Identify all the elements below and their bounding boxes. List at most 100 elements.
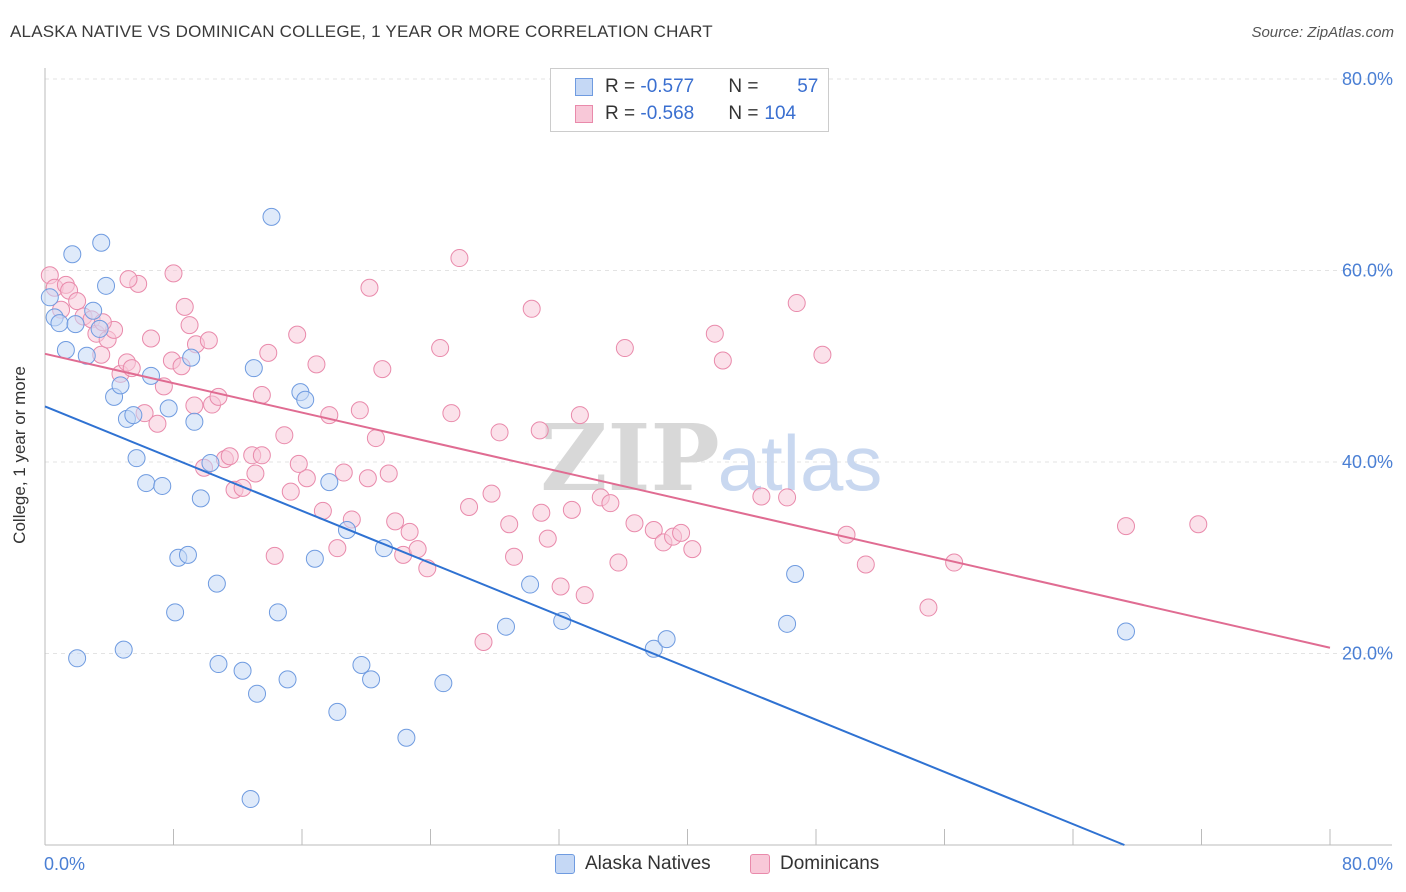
dominicans-point — [142, 329, 161, 348]
alaska-natives-point — [244, 359, 263, 378]
alaska-natives-point — [50, 314, 69, 333]
dominicans-point — [252, 385, 271, 404]
alaska-natives-point — [92, 233, 111, 252]
x-tick-label: 0.0% — [44, 854, 85, 874]
alaska-natives-point — [178, 545, 197, 564]
dominicans-point — [778, 488, 797, 507]
alaska-natives-point — [434, 674, 453, 693]
dominicans-point — [615, 339, 634, 358]
axes — [44, 68, 1392, 846]
alaska-natives-points — [40, 207, 1136, 809]
dominicans-point — [683, 540, 702, 559]
dominicans-point — [68, 292, 87, 311]
legend-n-value: 57 — [797, 76, 819, 97]
dominicans-point — [522, 299, 541, 318]
dominicans-point — [148, 414, 167, 433]
dominicans-point — [358, 469, 377, 488]
dominicans-point — [856, 555, 875, 574]
source-credit: Source: ZipAtlas.com — [1251, 24, 1394, 41]
dominicans-point — [713, 351, 732, 370]
dominicans-point — [259, 343, 278, 362]
alaska-natives-point — [496, 617, 515, 636]
legend-n-label: N = — [728, 76, 764, 97]
bottom-legend-label-dominican: Dominicans — [780, 853, 880, 874]
dominicans-point — [175, 297, 194, 316]
y-tick-label: 40.0% — [1342, 452, 1393, 472]
y-tick-label: 80.0% — [1342, 69, 1393, 89]
dominicans-point — [505, 547, 524, 566]
dominicans-point — [609, 553, 628, 572]
bottom-legend-swatch-pink — [750, 854, 770, 874]
alaska-natives-point — [97, 276, 116, 295]
alaska-natives-point — [233, 661, 252, 680]
bottom-legend-swatch-blue — [555, 854, 575, 874]
bottom-legend-label-alaska: Alaska Natives — [585, 853, 711, 874]
alaska-natives-point — [159, 399, 178, 418]
dominicans-point — [551, 577, 570, 596]
alaska-natives-point — [362, 670, 381, 689]
alaska-natives-point — [191, 489, 210, 508]
dominicans-point — [400, 522, 419, 541]
alaska-natives-point — [182, 348, 201, 367]
dominicans-point — [538, 529, 557, 548]
dominicans-point — [460, 498, 479, 517]
dominicans-point — [164, 264, 183, 283]
dominicans-point — [530, 421, 549, 440]
alaska-natives-point — [201, 453, 220, 472]
dominicans-point — [265, 546, 284, 565]
dominicans-point — [474, 633, 493, 652]
legend-swatch-blue — [575, 78, 593, 96]
watermark-zip: ZIP — [540, 404, 719, 512]
dominicans-point — [705, 324, 724, 343]
dominicans-point — [180, 316, 199, 335]
alaska-natives-point — [248, 684, 267, 703]
dominicans-point — [199, 331, 218, 350]
alaska-natives-point — [241, 790, 260, 809]
alaska-natives-point — [786, 565, 805, 584]
dominicans-point — [1117, 517, 1136, 536]
alaska-natives-point — [68, 649, 87, 668]
dominicans-point — [288, 325, 307, 344]
alaska-natives-point — [262, 207, 281, 226]
dominicans-point — [570, 406, 589, 425]
watermark-atlas: atlas — [718, 419, 883, 507]
dominicans-point — [334, 463, 353, 482]
alaska-natives-point — [63, 245, 82, 264]
alaska-natives-point — [137, 474, 156, 493]
alaska-natives-point — [296, 390, 315, 409]
dominicans-point — [490, 423, 509, 442]
alaska-natives-point — [127, 449, 146, 468]
legend-r-value: -0.568 — [640, 103, 695, 124]
dominicans-points — [40, 249, 1208, 652]
alaska-natives-point — [111, 376, 130, 395]
alaska-natives-trend-line — [44, 405, 1125, 846]
dominicans-point — [246, 464, 265, 483]
alaska-natives-point — [153, 476, 172, 495]
legend-n-label: N = — [728, 103, 764, 124]
alaska-natives-point — [207, 574, 226, 593]
alaska-natives-point — [657, 630, 676, 649]
alaska-natives-point — [352, 655, 371, 674]
legend-swatch-pink — [575, 105, 593, 123]
dominicans-point — [297, 469, 316, 488]
dominicans-point — [532, 503, 551, 522]
dominicans-point — [1189, 515, 1208, 534]
dominicans-point — [289, 454, 308, 473]
dominicans-point — [482, 484, 501, 503]
dominicans-point — [752, 487, 771, 506]
y-tick-label: 20.0% — [1342, 644, 1393, 664]
alaska-natives-point — [268, 603, 287, 622]
dominicans-point — [328, 539, 347, 558]
dominicans-point — [644, 520, 663, 539]
dominicans-point — [919, 598, 938, 617]
chart-title: ALASKA NATIVE VS DOMINICAN COLLEGE, 1 YE… — [10, 22, 713, 41]
alaska-natives-point — [90, 319, 109, 338]
dominicans-point — [500, 515, 519, 534]
dominicans-point — [787, 294, 806, 313]
dominicans-point — [307, 355, 326, 374]
alaska-natives-point — [114, 640, 133, 659]
dominicans-point — [119, 270, 138, 289]
dominicans-point — [813, 345, 832, 364]
legend-row-dominican: R = -0.568 N = 104 — [575, 101, 804, 127]
